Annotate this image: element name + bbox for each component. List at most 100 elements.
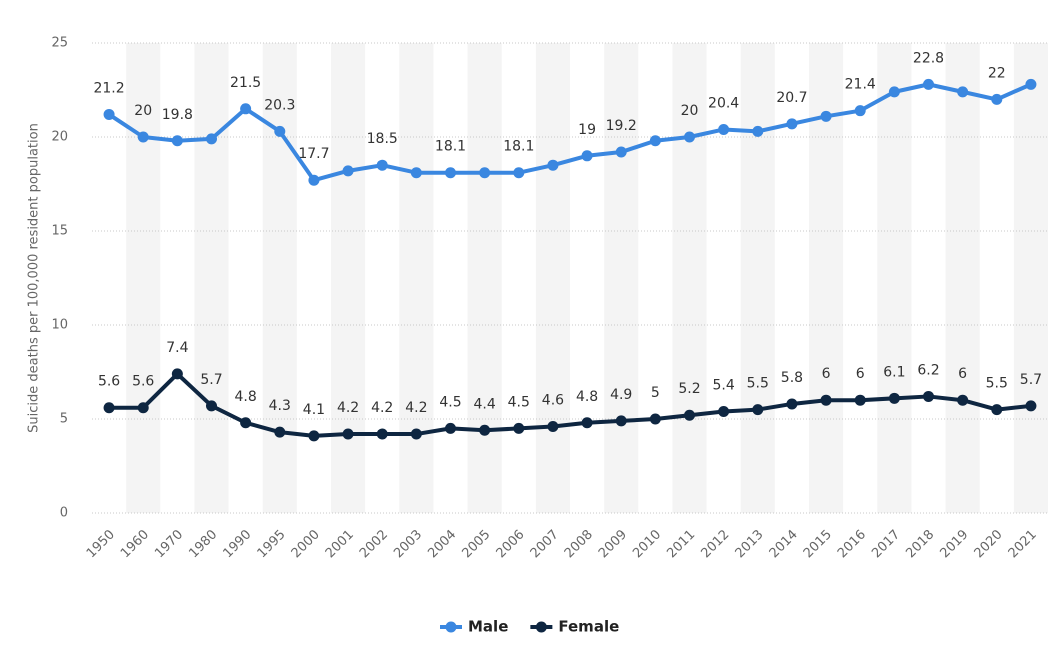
data-label: 4.9 [610,387,632,403]
data-point [547,421,559,433]
x-tick-label: 1960 [118,527,152,561]
data-point [103,108,115,120]
x-tick-label: 2013 [733,527,767,561]
data-label: 6.2 [917,362,939,378]
data-point [479,167,491,179]
data-label: 17.7 [298,146,329,162]
legend-item[interactable]: Male [440,618,508,636]
data-label: 22.8 [913,50,944,66]
data-point [513,422,525,434]
data-point [991,93,1003,105]
x-tick-label: 2017 [869,527,903,561]
data-label: 5.8 [781,370,803,386]
x-tick-label: 2019 [937,527,971,561]
data-label: 4.3 [269,398,291,414]
data-point [615,146,627,158]
data-point [206,400,217,412]
data-point [240,103,252,115]
band-shade [672,43,707,513]
band-shade [126,43,161,513]
data-point [342,428,354,440]
data-label: 4.5 [439,394,461,410]
data-label: 6 [958,366,967,382]
data-label: 20 [681,103,699,119]
data-label: 18.1 [435,139,466,155]
data-point [1025,400,1037,412]
data-point [240,417,252,429]
data-point [274,125,286,137]
series-line [109,371,1032,438]
legend-label: Female [558,618,619,636]
data-point [308,430,320,442]
data-point [649,413,661,425]
x-tick-label: 2011 [664,527,698,561]
data-point [718,405,730,417]
x-tick-label: 2014 [767,527,801,561]
data-point [957,394,969,406]
data-point [854,394,866,406]
data-point [684,409,695,421]
data-label: 5.5 [986,376,1008,392]
band-shade [740,43,775,513]
data-point [752,125,764,137]
data-point [820,110,832,122]
data-point [308,174,320,186]
legend-label: Male [468,618,508,636]
data-point [376,428,388,440]
data-point [376,159,388,171]
x-tick-label: 2016 [835,527,869,561]
data-point [103,402,115,414]
data-label: 6.1 [883,364,905,380]
data-point [171,368,183,380]
x-tick-label: 2001 [323,527,357,561]
data-point [445,422,456,434]
data-point [410,167,422,179]
data-point [445,167,456,179]
data-point [206,133,217,145]
data-point [137,131,149,143]
data-label: 4.5 [508,394,530,410]
x-tick-label: 2002 [357,527,391,561]
data-point [615,415,627,427]
x-tick-label: 1995 [255,527,289,561]
data-label: 5.4 [713,377,735,393]
band-shade [467,43,502,513]
data-label: 20 [134,103,152,119]
data-label: 19.2 [606,118,637,134]
data-point [718,123,730,135]
data-label: 21.5 [230,75,261,91]
data-label: 4.6 [542,393,564,409]
band-shade [535,43,570,513]
data-point [923,78,934,90]
data-point [649,135,661,147]
data-label: 5.6 [98,374,120,390]
data-point [820,394,832,406]
band-shade [262,43,297,513]
band-shade [399,43,434,513]
data-label: 4.2 [371,400,393,416]
data-label: 5 [651,385,660,401]
x-tick-label: 2012 [698,527,732,561]
data-label: 5.7 [200,372,222,388]
x-tick-label: 2020 [972,527,1006,561]
band-shade [194,43,229,513]
data-label: 21.4 [845,77,876,93]
data-point [1025,78,1037,90]
band-shade [604,43,639,513]
data-label: 7.4 [166,340,188,356]
x-tick-label: 2010 [630,527,664,561]
y-tick-label: 25 [51,36,68,51]
data-point [888,86,900,98]
data-label: 4.4 [474,396,496,412]
legend-item[interactable]: Female [530,618,619,636]
data-point [752,404,764,416]
x-tick-label: 2015 [801,527,835,561]
data-label: 4.1 [303,402,325,418]
data-point [547,159,559,171]
legend-swatch [445,621,457,633]
x-tick-label: 2009 [596,527,630,561]
data-point [786,398,798,410]
data-point [410,428,422,440]
y-tick-label: 20 [51,130,68,145]
